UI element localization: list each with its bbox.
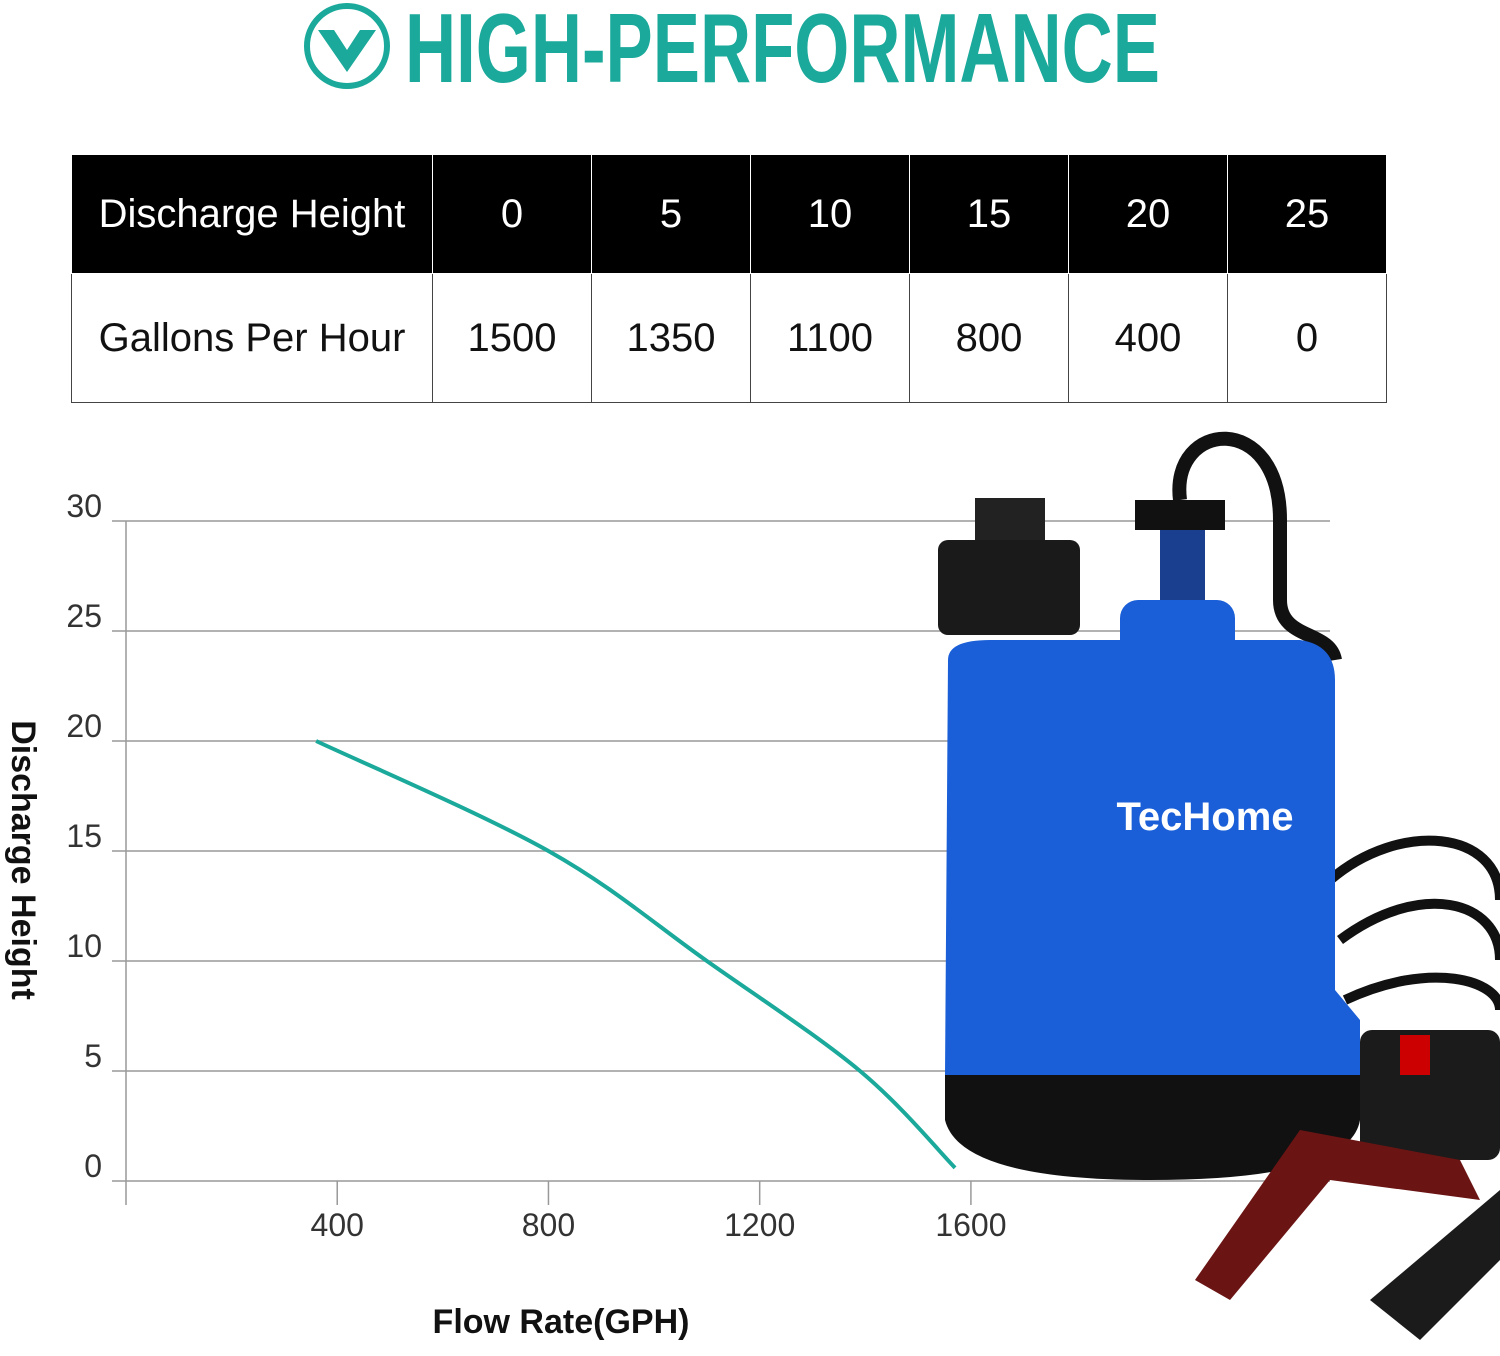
y-tick-label: 20 bbox=[66, 708, 102, 744]
x-tick-label: 400 bbox=[311, 1207, 364, 1243]
x-axis-title: Flow Rate(GPH) bbox=[433, 1303, 690, 1341]
table-row: Gallons Per Hour 1500 1350 1100 800 400 … bbox=[71, 273, 1387, 403]
cell: 1100 bbox=[750, 273, 910, 403]
y-tick-label: 15 bbox=[66, 818, 102, 854]
cell: 800 bbox=[909, 273, 1069, 403]
x-tick-label: 800 bbox=[522, 1207, 575, 1243]
y-tick-label: 30 bbox=[66, 488, 102, 524]
header-cell: 15 bbox=[909, 154, 1069, 274]
x-tick-label: 1200 bbox=[724, 1207, 795, 1243]
x-tick-label: 1600 bbox=[935, 1207, 1006, 1243]
row-label: Gallons Per Hour bbox=[71, 273, 433, 403]
pump-illustration: TecHome bbox=[938, 431, 1500, 1340]
header-cell: Discharge Height bbox=[71, 154, 433, 274]
header-cell: 20 bbox=[1068, 154, 1228, 274]
header-cell: 10 bbox=[750, 154, 910, 274]
header-cell: 25 bbox=[1227, 154, 1387, 274]
curve bbox=[315, 739, 957, 1170]
chart: 0 5 10 15 20 25 30 400 800 1200 1600 Flow Rate(GPH)… bbox=[4, 488, 1330, 1341]
table-header-row: Discharge Height 0 5 10 15 20 25 bbox=[71, 154, 1387, 274]
cell: 1500 bbox=[432, 273, 592, 403]
brand-logo: TecHome bbox=[1116, 795, 1293, 839]
performance-table: Discharge Height 0 5 10 15 20 25 Gallons… bbox=[71, 154, 1387, 403]
cell: 400 bbox=[1068, 273, 1228, 403]
cell: 0 bbox=[1227, 273, 1387, 403]
header-cell: 5 bbox=[591, 154, 751, 274]
y-axis-title: Discharge Height bbox=[4, 720, 42, 1000]
title: HIGH-PERFORMANCE bbox=[405, 0, 1160, 103]
title-icon bbox=[304, 3, 390, 89]
y-tick-label: 10 bbox=[66, 928, 102, 964]
y-tick-label: 0 bbox=[84, 1148, 102, 1184]
header-cell: 0 bbox=[432, 154, 592, 274]
y-tick-label: 5 bbox=[84, 1038, 102, 1074]
y-tick-label: 25 bbox=[66, 598, 102, 634]
cell: 1350 bbox=[591, 273, 751, 403]
